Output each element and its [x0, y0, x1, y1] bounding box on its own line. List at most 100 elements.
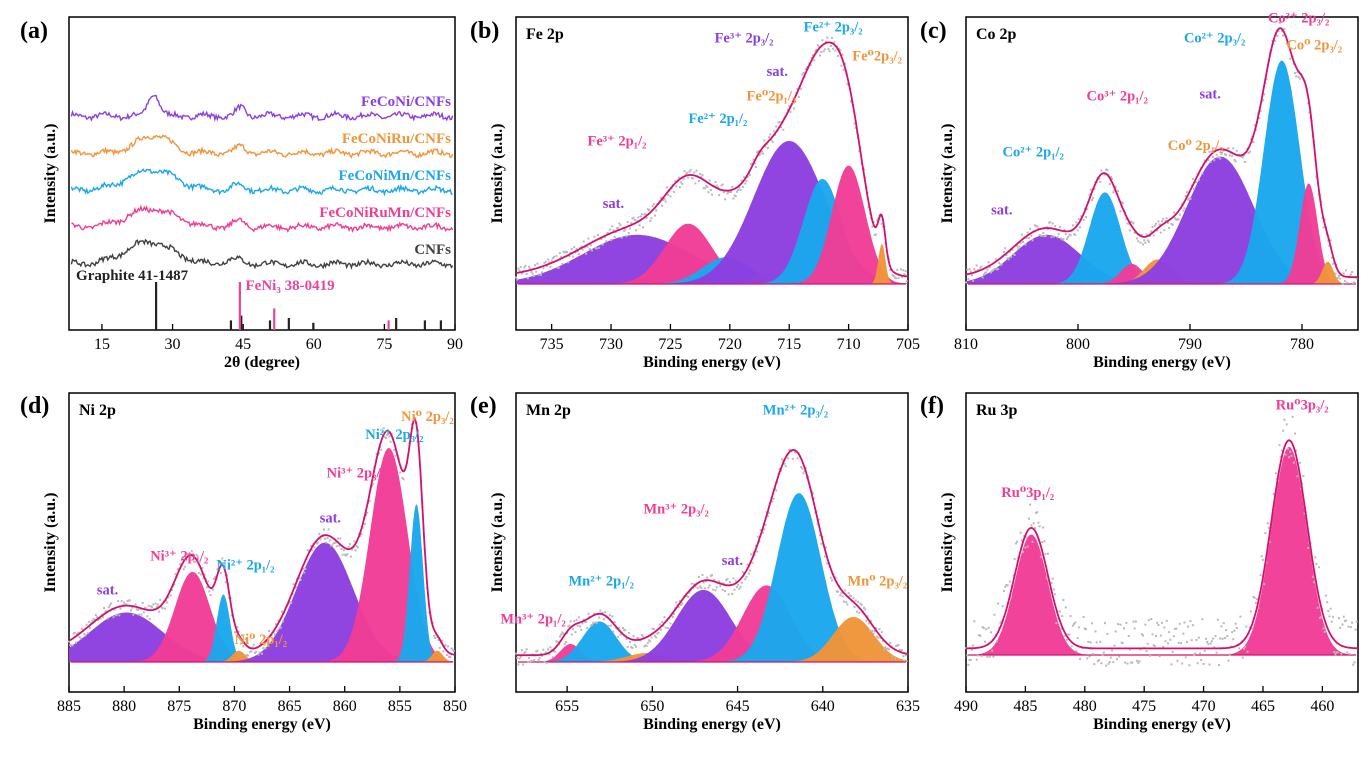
peak-Co³⁺ 2p3/2 [966, 183, 1358, 284]
raw-point [265, 640, 268, 643]
raw-point [822, 50, 825, 53]
axes-frame [68, 392, 456, 693]
raw-point [617, 226, 620, 229]
raw-point [294, 585, 297, 588]
raw-point [1060, 627, 1063, 630]
raw-point [355, 545, 358, 548]
raw-point [836, 590, 839, 593]
raw-point [211, 588, 214, 591]
raw-point [577, 253, 580, 256]
peak-annotation: Fe³⁺ 2p₃/₂ [715, 31, 774, 47]
raw-point [633, 643, 636, 646]
raw-point [516, 656, 519, 659]
raw-point [589, 624, 592, 627]
raw-point [1165, 217, 1168, 220]
raw-point [558, 635, 561, 638]
raw-point [1171, 223, 1174, 226]
raw-point [582, 240, 585, 243]
raw-point [1082, 615, 1085, 618]
raw-point [1242, 647, 1245, 650]
raw-point [688, 170, 691, 173]
raw-point [389, 440, 392, 443]
raw-point [1208, 150, 1211, 153]
raw-point [600, 237, 603, 240]
raw-point [566, 251, 569, 254]
x-tick-label: 880 [112, 698, 136, 715]
raw-point [525, 648, 528, 651]
raw-point [1223, 153, 1226, 156]
x-tick-label: 475 [1132, 698, 1156, 715]
raw-point [545, 661, 548, 664]
peak-Fe³⁺ 2p1/2 [516, 223, 908, 284]
raw-point [299, 578, 302, 581]
raw-point [758, 540, 761, 543]
raw-point [1065, 638, 1068, 641]
raw-point [1349, 626, 1352, 629]
raw-point [434, 637, 437, 640]
raw-point [649, 219, 652, 222]
raw-point [750, 553, 753, 556]
x-tick-label: 60 [306, 336, 322, 353]
peak-Co⁰ 2p3/2 [966, 261, 1358, 284]
raw-point [693, 171, 696, 174]
raw-point [515, 276, 517, 279]
raw-point [724, 198, 727, 201]
raw-point [125, 603, 128, 606]
raw-point [709, 574, 712, 577]
raw-point [1335, 651, 1338, 654]
raw-point [1218, 663, 1221, 666]
series-line-FeCoNiRuMn/CNFs [71, 204, 454, 234]
raw-point [982, 273, 985, 276]
raw-point [733, 588, 736, 591]
raw-point [1152, 644, 1155, 647]
raw-point [1207, 158, 1210, 161]
raw-point [319, 538, 322, 541]
axes-frame [965, 16, 1359, 331]
raw-point [1146, 642, 1149, 645]
raw-point [1037, 521, 1040, 524]
raw-point [872, 632, 875, 635]
raw-point [665, 186, 668, 189]
raw-point [1074, 621, 1077, 624]
raw-point [657, 631, 660, 634]
raw-point [1277, 479, 1280, 482]
x-tick-label: 15 [94, 336, 110, 353]
raw-point [1272, 42, 1275, 45]
raw-point [222, 561, 225, 564]
raw-point [1122, 627, 1125, 630]
raw-point [745, 180, 748, 183]
raw-point [619, 224, 622, 227]
raw-point [1102, 651, 1105, 654]
raw-point [563, 251, 566, 254]
raw-point [1092, 197, 1095, 200]
raw-point [904, 270, 907, 273]
raw-point [724, 590, 727, 593]
raw-point [1339, 626, 1342, 629]
raw-point [242, 645, 245, 648]
raw-point [517, 267, 520, 270]
raw-point [664, 200, 667, 203]
raw-point [1090, 199, 1093, 202]
raw-point [76, 632, 79, 635]
raw-point [753, 162, 756, 165]
raw-point [1171, 650, 1174, 653]
raw-point [834, 576, 837, 579]
raw-point [84, 634, 87, 637]
raw-point [345, 554, 348, 557]
raw-point [669, 622, 672, 625]
raw-point [758, 154, 761, 157]
raw-point [687, 595, 690, 598]
raw-point [241, 634, 244, 637]
raw-point [714, 181, 717, 184]
raw-point [1143, 239, 1146, 242]
peak-annotation: sat. [320, 510, 341, 526]
raw-point [1208, 663, 1211, 666]
raw-point [968, 659, 971, 662]
raw-point [186, 553, 189, 556]
raw-point [1007, 258, 1010, 261]
raw-point [1031, 540, 1034, 543]
raw-point [874, 233, 877, 236]
raw-point [829, 576, 832, 579]
raw-point [410, 423, 413, 426]
raw-point [874, 627, 877, 630]
